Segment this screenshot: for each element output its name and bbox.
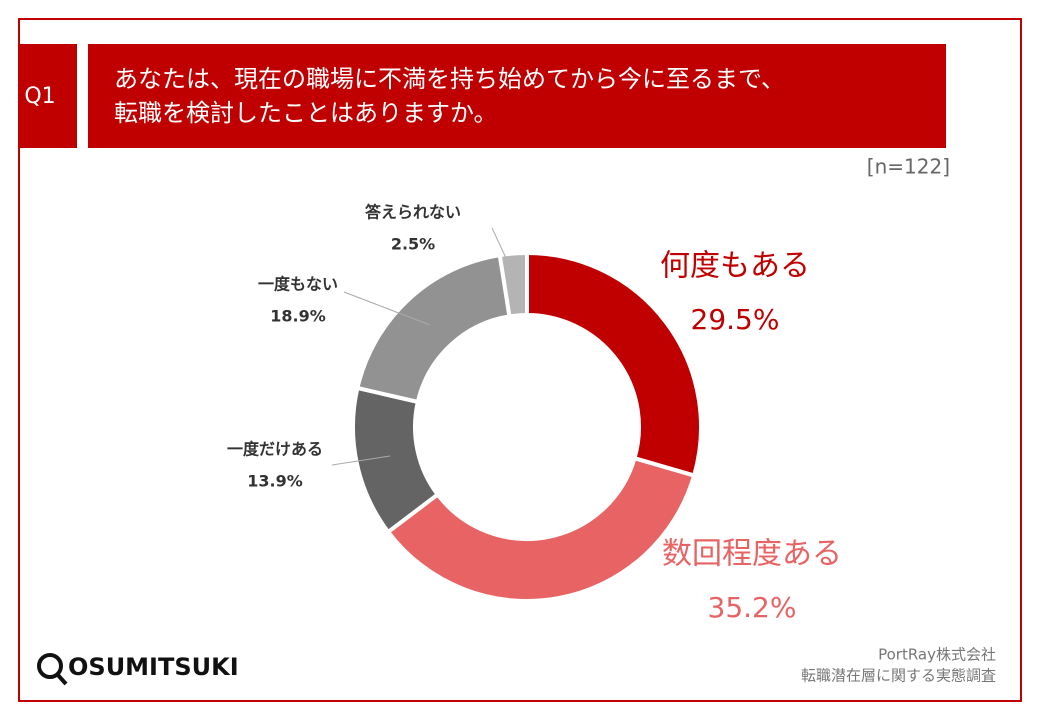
- question-label: Q1: [24, 84, 55, 109]
- value-label: 29.5%: [691, 303, 780, 336]
- title-line: 転職を検討したことはありますか。: [114, 99, 498, 127]
- slice: [497, 250, 529, 319]
- sample-note: [n=122]: [867, 155, 950, 179]
- leader-line: [331, 455, 391, 466]
- logo-icon: [37, 653, 63, 679]
- value-label: 18.9%: [270, 307, 326, 326]
- slice-label: 答えられない: [365, 203, 461, 222]
- question-box: [19, 44, 77, 148]
- title-line: あなたは、現在の職場に不満を持ち始めてから今に至るまで、: [114, 65, 785, 93]
- leader-line: [343, 291, 431, 326]
- slice-label: 一度もない: [258, 275, 338, 294]
- slice: [525, 250, 703, 479]
- slice-label: 一度だけある: [227, 440, 323, 459]
- frame: [18, 18, 1022, 702]
- title-box: [88, 44, 946, 148]
- leader-line: [491, 227, 507, 259]
- source: PortRay株式会社: [878, 646, 996, 664]
- logo-icon: [55, 672, 68, 686]
- value-label: 35.2%: [708, 591, 797, 624]
- slice: [385, 455, 697, 603]
- slice: [355, 252, 512, 405]
- value-label: 2.5%: [391, 235, 435, 254]
- slice-label: 数回程度ある: [662, 537, 842, 572]
- logo: OSUMITSUKI: [37, 653, 239, 686]
- source: 転職潜在層に関する実態調査: [801, 667, 996, 685]
- logo-text: OSUMITSUKI: [68, 653, 239, 681]
- value-label: 13.9%: [247, 472, 303, 491]
- slice-label: 何度もある: [660, 249, 810, 284]
